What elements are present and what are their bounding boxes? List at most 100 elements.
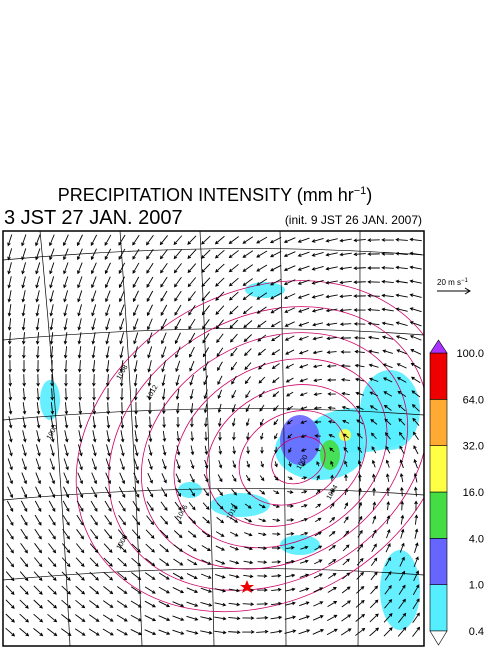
isobar <box>271 436 326 485</box>
wind-arrow <box>133 374 138 387</box>
wind-arrow <box>6 542 14 554</box>
wind-arrow <box>21 486 28 499</box>
wind-arrow <box>90 500 98 512</box>
wind-arrow <box>78 444 83 457</box>
wind-arrow <box>367 238 380 242</box>
wind-arrow <box>89 557 99 567</box>
wind-arrow <box>130 586 142 594</box>
wind-arrow <box>21 444 27 457</box>
wind-arrow <box>399 445 405 454</box>
wind-arrow <box>173 530 183 539</box>
wind-arrow <box>120 444 125 457</box>
wind-arrow <box>385 557 391 567</box>
wind-arrow <box>344 488 348 496</box>
wind-arrow <box>61 557 71 568</box>
wind-arrow <box>186 573 198 579</box>
wind-arrow <box>272 518 281 522</box>
wind-arrow <box>356 585 365 594</box>
wind-arrow <box>131 529 141 540</box>
wind-arrow <box>201 277 211 288</box>
wind-arrow <box>91 472 98 485</box>
wind-arrow <box>398 584 406 595</box>
wind-arrow <box>215 531 225 537</box>
wind-arrow <box>145 529 155 539</box>
wind-arrow <box>132 262 140 274</box>
wind-arrow <box>117 557 127 567</box>
wind-arrow <box>147 374 152 387</box>
wind-arrow <box>355 599 365 608</box>
wind-arrow <box>106 402 111 415</box>
wind-arrow <box>314 434 321 438</box>
colorbar-segment <box>429 584 448 632</box>
wind-arrow <box>260 460 264 468</box>
wind-arrow <box>188 502 196 511</box>
wind-arrow <box>35 486 42 499</box>
wind-arrow <box>201 305 210 316</box>
wind-arrow <box>367 252 380 256</box>
wind-arrow <box>382 377 393 383</box>
wind-arrow <box>63 458 69 471</box>
wind-arrow <box>36 430 41 443</box>
longitude-line <box>199 231 215 646</box>
wind-scale-label: 20 m s−1 <box>437 278 469 287</box>
wind-arrow <box>78 430 83 443</box>
wind-arrow <box>159 544 169 553</box>
wind-arrow <box>47 628 58 637</box>
wind-arrow <box>104 276 111 289</box>
wind-arrow <box>372 501 377 510</box>
wind-arrow <box>77 472 84 485</box>
wind-arrow <box>201 263 211 273</box>
wind-arrow <box>175 360 181 373</box>
wind-arrow <box>173 263 182 274</box>
wind-arrow <box>412 626 421 637</box>
wind-arrow <box>315 489 321 495</box>
wind-arrow <box>49 346 54 359</box>
wind-arrow <box>339 308 352 313</box>
wind-arrow <box>78 402 83 415</box>
wind-arrow <box>354 363 365 368</box>
wind-arrow <box>313 573 323 579</box>
longitude-line <box>357 231 361 646</box>
wind-arrow <box>34 528 42 540</box>
wind-arrow <box>103 571 114 581</box>
wind-arrow <box>190 431 195 442</box>
wind-arrow <box>75 571 85 581</box>
wind-arrow <box>257 560 268 564</box>
wind-arrow <box>299 378 308 383</box>
wind-arrow <box>35 444 41 457</box>
wind-arrow <box>35 318 40 331</box>
wind-arrow <box>49 234 55 247</box>
wind-arrow <box>328 545 336 551</box>
wind-arrow <box>397 626 407 637</box>
wind-arrow <box>271 363 280 370</box>
wind-arrow <box>413 445 419 455</box>
wind-arrow <box>325 238 338 243</box>
wind-arrow <box>176 445 181 456</box>
precip-area <box>380 550 420 630</box>
colorbar-segment <box>429 352 448 400</box>
wind-arrow <box>48 528 56 540</box>
wind-arrow <box>61 628 72 636</box>
wind-arrow <box>230 531 239 537</box>
wind-arrow <box>64 374 68 387</box>
wind-arrow <box>160 290 168 302</box>
wind-arrow <box>63 304 68 317</box>
wind-arrow <box>130 614 142 622</box>
wind-arrow <box>105 374 110 387</box>
wind-arrow <box>257 348 266 356</box>
wind-arrow <box>354 377 365 382</box>
wind-arrow <box>287 476 294 480</box>
wind-arrow <box>187 263 197 274</box>
wind-arrow <box>330 488 334 495</box>
wind-arrow <box>342 433 349 439</box>
isobar-label: 1012 <box>146 384 160 401</box>
wind-arrow <box>146 487 154 498</box>
wind-arrow <box>355 391 364 396</box>
wind-arrow <box>188 516 197 525</box>
wind-arrow <box>7 318 12 331</box>
wind-arrow <box>105 346 110 359</box>
wind-arrow <box>162 416 166 429</box>
wind-arrow <box>175 487 182 497</box>
wind-arrow <box>339 294 352 299</box>
wind-arrow <box>33 613 44 623</box>
